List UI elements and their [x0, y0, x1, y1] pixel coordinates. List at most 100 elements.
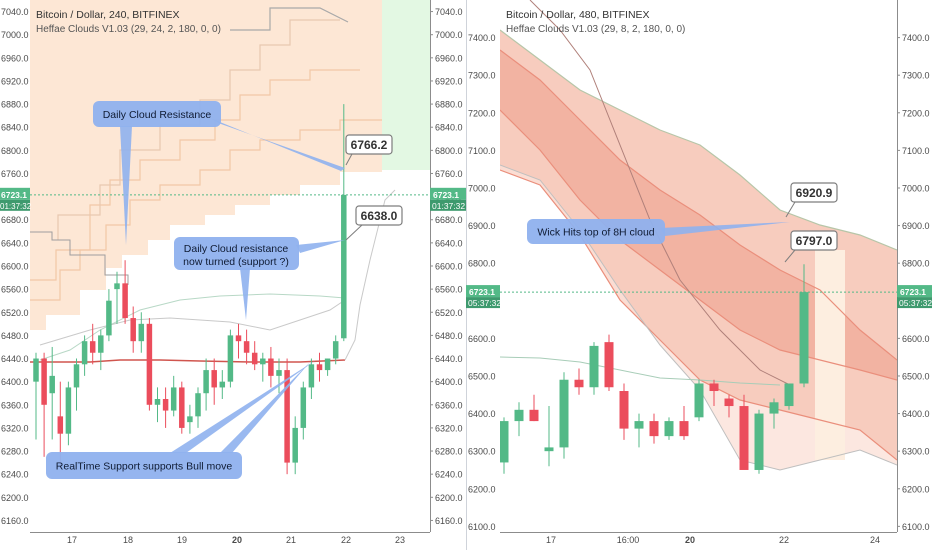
left-y-tick-label: 6800.0: [1, 146, 29, 156]
candle-body: [769, 402, 779, 414]
last-price-tag: [897, 285, 932, 298]
candle-body: [559, 379, 569, 448]
y-tick-label: 6320.0: [435, 423, 463, 433]
cloud-line-green: [39, 293, 346, 361]
candle-body: [203, 370, 209, 394]
candle-body: [604, 342, 614, 388]
left-y-tick-label: 7040.0: [1, 7, 29, 17]
countdown-value: 05:37:32: [899, 298, 932, 308]
price-label-leader: [784, 249, 796, 263]
y-tick-label: 6920.0: [435, 76, 463, 86]
y-tick-label: 6600.0: [435, 262, 463, 272]
x-tick-label: 16:00: [617, 535, 640, 545]
left-y-tick-label: 7000.0: [468, 183, 496, 193]
y-tick-label: 6100.0: [902, 522, 930, 532]
left-countdown-value: 05:37:32: [468, 298, 501, 308]
y-tick-label: 6200.0: [435, 493, 463, 503]
left-y-tick-label: 6600.0: [1, 262, 29, 272]
callout-pointer: [240, 268, 250, 320]
left-y-tick-label: 6560.0: [1, 285, 29, 295]
y-tick-label: 6900.0: [902, 221, 930, 231]
y-tick-label: 6240.0: [435, 470, 463, 480]
left-y-tick-label: 6360.0: [1, 400, 29, 410]
candle-body: [260, 358, 266, 365]
left-y-tick-label: 7200.0: [468, 108, 496, 118]
left-y-tick-label: 6900.0: [468, 221, 496, 231]
left-countdown-tag: [466, 297, 500, 309]
last-price-value: 6723.1: [433, 190, 459, 200]
candle-body: [170, 387, 177, 411]
y-tick-label: 6400.0: [435, 377, 463, 387]
callout-text: Daily Cloud Resistance: [103, 109, 212, 121]
chart-panel-1: 7040.0 7000.0 6960.0 6920.0 6880.0 6840.0 6800…: [0, 0, 466, 550]
candle-body: [57, 416, 64, 434]
y-tick-label: 6440.0: [435, 354, 463, 364]
candle-body: [195, 393, 201, 417]
price-label-text: 6920.9: [796, 186, 833, 200]
left-price-value: 6723.1: [1, 190, 27, 200]
candle-body: [41, 358, 47, 405]
left-y-tick-label: 6240.0: [1, 470, 29, 480]
chart-title: Bitcoin / Dollar, 480, BITFINEX: [506, 9, 650, 21]
y-tick-label: 6480.0: [435, 331, 463, 341]
left-y-tick-label: 6280.0: [1, 447, 29, 457]
callout-pointer: [660, 222, 790, 236]
y-tick-label: 6800.0: [902, 259, 930, 269]
cloud-line-gray: [30, 231, 129, 285]
left-y-tick-label: 6800.0: [468, 259, 496, 269]
plot-area: [500, 0, 897, 474]
cloud-8h-future: [815, 250, 845, 460]
cloud-8h-line-dark: [529, 0, 791, 386]
candle-body: [324, 358, 331, 371]
y-tick-label: 7200.0: [902, 108, 930, 118]
candle-body: [544, 447, 554, 452]
candle-body: [332, 341, 339, 359]
candle-body: [219, 381, 226, 388]
x-tick-label: 17: [67, 535, 77, 545]
left-y-tick-label: 7300.0: [468, 71, 496, 81]
y-tick-label: 6800.0: [435, 146, 463, 156]
callout-text-line1: Daily Cloud resistance: [184, 243, 289, 255]
candle-body: [292, 427, 298, 463]
price-label-leader: [345, 224, 363, 241]
daily-cloud: [30, 0, 382, 330]
left-y-tick-label: 6400.0: [468, 409, 496, 419]
left-y-tick-label: 6960.0: [1, 53, 29, 63]
candle-body: [98, 335, 104, 353]
price-label-text: 6766.2: [351, 138, 388, 152]
y-tick-label: 6600.0: [902, 334, 930, 344]
x-tick-label: 23: [395, 535, 405, 545]
left-y-tick-label: 6480.0: [1, 331, 29, 341]
x-tick-label: 19: [177, 535, 187, 545]
callout-realtime-support: RealTime Support supports Bull move: [46, 360, 316, 479]
candle-body: [122, 283, 128, 319]
x-tick-label: 17: [546, 535, 556, 545]
y-tick-label: 7040.0: [435, 7, 463, 17]
left-y-tick-label: 6440.0: [1, 354, 29, 364]
y-axis-bg: [430, 0, 466, 550]
price-label-6766: 6766.2: [345, 134, 393, 155]
y-tick-label: 6640.0: [435, 238, 463, 248]
left-y-tick-label: 6680.0: [1, 215, 29, 225]
candle-body: [33, 358, 39, 382]
left-price-value: 6723.1: [469, 287, 495, 297]
candle-body: [709, 383, 719, 392]
candle-body: [65, 387, 72, 434]
price-label-box: [790, 182, 838, 203]
countdown-tag: [897, 297, 932, 309]
candle-body: [114, 283, 120, 290]
candle-body: [784, 383, 794, 407]
left-y-tick-label: 7400.0: [468, 33, 496, 43]
callout-box: [527, 219, 665, 244]
cloud-edge-1: [30, 69, 360, 281]
left-y-tick-label: 6520.0: [1, 308, 29, 318]
last-price-value: 6723.1: [900, 287, 926, 297]
candle-body: [574, 379, 584, 388]
candle-body: [268, 358, 274, 376]
candle-body: [162, 399, 169, 411]
x-tick-label: 20: [232, 535, 242, 545]
price-label-box: [790, 230, 838, 251]
